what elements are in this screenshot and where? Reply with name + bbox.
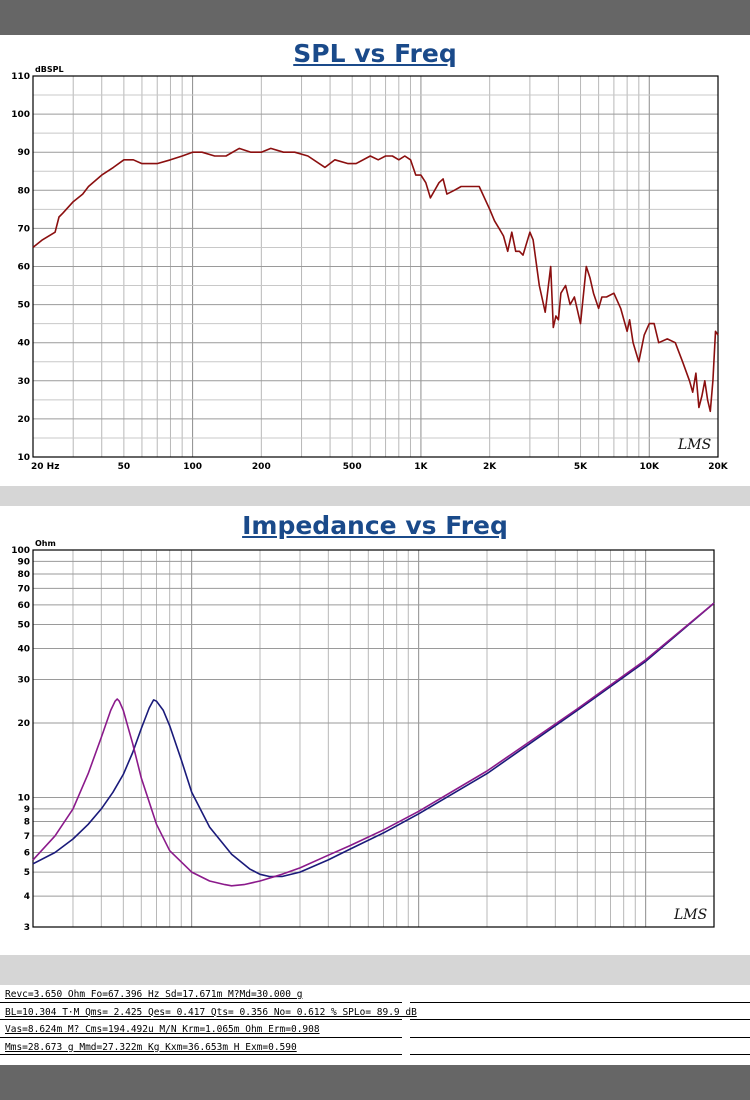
y-tick-label: 20 [17,719,30,729]
x-tick-label: 100 [183,462,202,472]
x-tick-label: 5K [574,462,588,472]
impedance-chart-title: Impedance vs Freq [242,511,508,540]
separator-band [0,486,750,506]
y-axis-label: Ohm [35,539,56,548]
x-tick-label: 10K [640,462,661,472]
y-tick-label: 60 [17,263,30,273]
y-tick-label: 6 [24,848,30,858]
y-tick-label: 90 [17,148,30,158]
parameter-text: Revc=3.650 Ohm Fo=67.396 Hz Sd=17.671m M… [5,989,303,1000]
parameters-panel: Revc=3.650 Ohm Fo=67.396 Hz Sd=17.671m M… [0,985,750,1055]
y-tick-label: 20 [17,415,30,425]
series-line [32,147,719,413]
y-tick-label: 30 [17,377,30,387]
parameter-text: Mms=28.673 g Mmd=27.322m Kg Kxm=36.653m … [5,1041,297,1053]
y-tick-label: 80 [17,570,30,580]
y-tick-label: 9 [24,805,30,815]
x-tick-label: 20K [708,462,729,472]
spl-chart: 10 20 30 40 50 60 70 80 90 100 110 20 Hz 50 100 200 500… [11,65,729,472]
y-tick-label: 10 [17,453,30,463]
y-tick-label: 40 [17,645,30,655]
y-tick-label: 30 [17,675,30,685]
lower-band [0,955,750,985]
lms-watermark: LMS [677,437,711,453]
spl-chart-title: SPL vs Freq [293,39,457,68]
series-line [32,602,715,878]
parameter-text: BL=10.304 T·M Qms= 2.425 Qes= 0.417 Qts=… [5,1006,417,1018]
top-band [0,0,750,35]
y-tick-label: 50 [17,621,30,631]
plot-frame [32,75,719,458]
parameter-row: Vas=8.624m M? Cms=194.492u M/N Krm=1.065… [0,1020,750,1038]
parameter-row: Mms=28.673 g Mmd=27.322m Kg Kxm=36.653m … [0,1038,750,1055]
y-tick-label: 100 [11,110,30,120]
y-tick-label: 8 [24,818,30,828]
y-tick-label: 50 [17,301,30,311]
plot-frame [32,549,715,928]
x-tick-label: 50 [118,462,131,472]
parameter-row: Revc=3.650 Ohm Fo=67.396 Hz Sd=17.671m M… [0,985,750,1003]
y-tick-label: 7 [24,832,30,842]
y-tick-label: 40 [17,339,30,349]
y-tick-label: 70 [17,224,30,234]
y-tick-label: 80 [17,186,30,196]
series-line [32,602,715,887]
y-tick-label: 70 [17,584,30,594]
x-tick-label: 1K [414,462,428,472]
y-tick-label: 90 [17,557,30,567]
x-tick-label: 200 [252,462,271,472]
y-tick-label: 10 [17,794,30,804]
plot-area [33,550,714,927]
bottom-band [0,1065,750,1100]
y-tick-label: 5 [24,868,30,878]
x-tick-label: 20 Hz [31,462,59,472]
y-tick-label: 110 [11,72,30,82]
parameter-text: Vas=8.624m M? Cms=194.492u M/N Krm=1.065… [5,1024,320,1035]
y-tick-label: 100 [11,546,30,556]
lms-watermark: LMS [673,907,707,923]
impedance-chart: 345678910203040506070809010020 Hz5010020… [11,539,715,930]
y-tick-label: 4 [24,892,30,902]
x-tick-label: 2K [483,462,497,472]
y-tick-label: 3 [24,923,30,930]
x-tick-label: 500 [343,462,362,472]
y-tick-label: 60 [17,601,30,611]
y-axis-label: dBSPL [35,65,64,74]
parameter-row: BL=10.304 T·M Qms= 2.425 Qes= 0.417 Qts=… [0,1003,750,1020]
